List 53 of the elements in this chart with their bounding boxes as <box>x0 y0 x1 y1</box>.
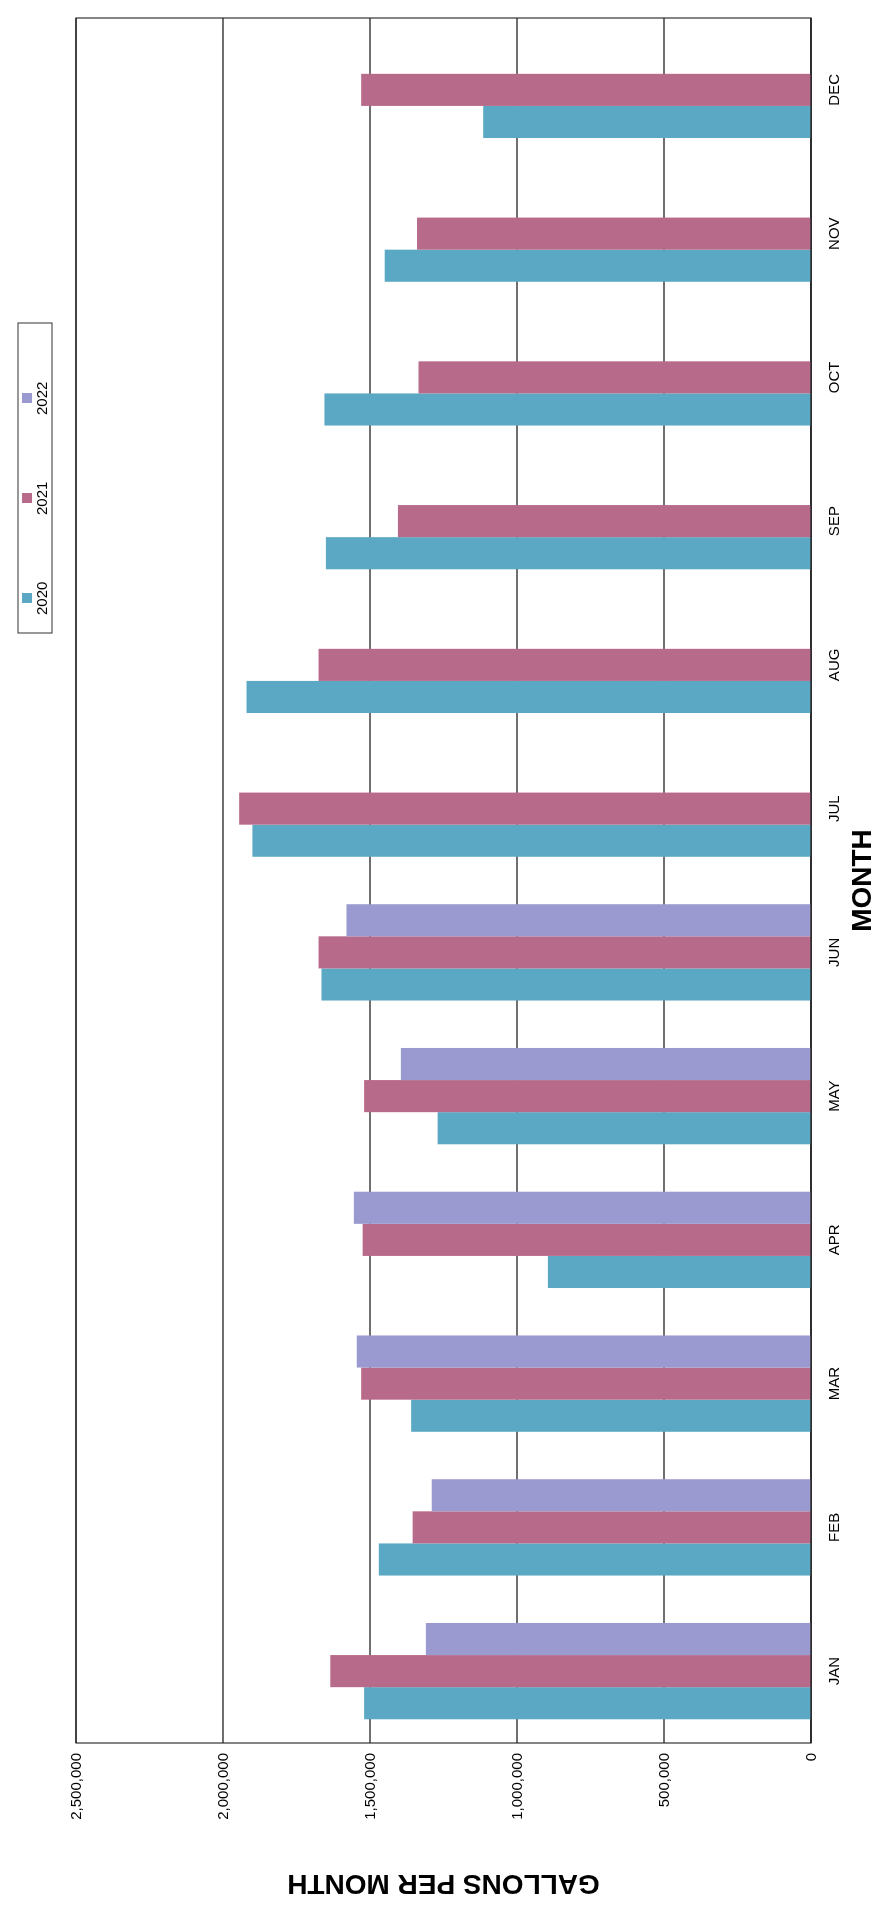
bar <box>364 1080 811 1113</box>
bar <box>412 1511 811 1544</box>
bar <box>362 1223 811 1256</box>
x-tick-label: 1,500,000 <box>361 1753 379 1820</box>
y-tick-label: SEP <box>825 506 842 537</box>
bar <box>397 505 811 538</box>
y-tick-label: AUG <box>825 648 842 682</box>
bar <box>361 1367 811 1400</box>
y-tick-label: FEB <box>825 1512 842 1542</box>
bar <box>353 1191 811 1224</box>
x-tick-label: 2,000,000 <box>214 1753 232 1820</box>
y-tick-label: DEC <box>825 73 842 106</box>
y-tick-label: JAN <box>825 1656 842 1686</box>
y-tick-label: APR <box>825 1224 842 1256</box>
bar <box>356 1335 811 1368</box>
bar <box>378 1543 811 1576</box>
bar <box>411 1399 811 1432</box>
bar <box>437 1112 811 1145</box>
x-tick-label: 2,500,000 <box>67 1753 85 1820</box>
bar <box>239 792 811 825</box>
bar <box>400 1047 811 1081</box>
y-tick-label: MAY <box>825 1080 842 1112</box>
bar <box>330 1655 811 1688</box>
bar <box>321 968 811 1001</box>
bar <box>252 824 811 857</box>
bar <box>384 249 811 282</box>
y-tick-label: NOV <box>825 217 842 250</box>
bar <box>318 936 811 969</box>
y-axis-title: MONTH <box>846 829 877 932</box>
y-tick-label: MAR <box>825 1366 842 1401</box>
legend-label: 2020 <box>33 581 50 615</box>
bar <box>431 1479 811 1512</box>
x-tick-label: 500,000 <box>655 1753 673 1808</box>
bar <box>325 537 811 570</box>
bar <box>417 217 811 250</box>
bar <box>418 361 811 394</box>
x-tick-label: 0 <box>802 1753 820 1762</box>
bar <box>346 904 811 937</box>
bar <box>246 680 811 714</box>
bar <box>364 1687 811 1720</box>
bar <box>318 648 811 681</box>
bar <box>483 105 811 139</box>
bar <box>547 1255 811 1289</box>
x-tick-label: 1,000,000 <box>508 1753 526 1820</box>
bar <box>425 1622 811 1656</box>
bar <box>361 73 811 106</box>
legend-label: 2021 <box>33 481 50 515</box>
bar <box>324 393 811 426</box>
x-axis-title: GALLONS PER MONTH <box>287 1869 600 1900</box>
y-tick-label: JUN <box>825 937 842 967</box>
y-tick-label: OCT <box>825 361 842 394</box>
y-tick-label: JUL <box>825 795 842 822</box>
legend-label: 2022 <box>33 381 50 415</box>
